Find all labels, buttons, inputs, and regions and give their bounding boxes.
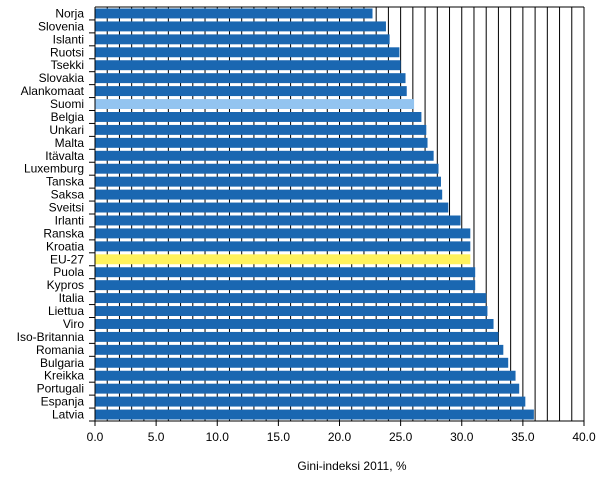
x-tick-labels: 0.0 5.0 10.0 15.0 20.0 25.0 30.0 35.0 40.0: [87, 430, 596, 444]
bar-suomi: [95, 99, 415, 109]
category-label: Itävalta: [45, 149, 84, 163]
bar-slovenia: [95, 21, 386, 32]
category-label: Latvia: [52, 408, 84, 422]
bar-kroatia: [95, 241, 471, 252]
x-tick-label: 35.0: [511, 430, 535, 444]
bar-belgia: [95, 112, 422, 122]
category-label: Sveitsi: [49, 201, 84, 215]
category-label: Saksa: [51, 188, 85, 202]
bar-portugali: [95, 383, 520, 394]
bar-eu-27: [95, 254, 471, 265]
category-label: Kypros: [47, 278, 84, 292]
bar-luxemburg: [95, 163, 439, 174]
x-tick-label: 5.0: [148, 430, 165, 444]
category-label: Puola: [53, 265, 84, 279]
category-label: Kreikka: [44, 369, 84, 383]
category-label: Norja: [55, 6, 84, 20]
axes: [89, 6, 585, 426]
bar-tanska: [95, 176, 441, 187]
bar-alankomaat: [95, 86, 407, 97]
bar-unkari: [95, 124, 427, 135]
bar-latvia: [95, 409, 534, 420]
bar-italia: [95, 293, 487, 304]
x-tick-label: 20.0: [328, 430, 352, 444]
bar-irlanti: [95, 215, 461, 226]
category-labels: NorjaSloveniaIslantiRuotsiTsekkiSlovakia…: [17, 6, 85, 421]
x-axis-title: Gini-indeksi 2011, %: [297, 459, 406, 473]
category-label: Liettua: [48, 304, 84, 318]
category-label: Viro: [63, 317, 84, 331]
bar-kypros: [95, 280, 476, 291]
category-label: Portugali: [37, 382, 84, 396]
bar-islanti: [95, 34, 390, 45]
category-label: Suomi: [50, 97, 84, 111]
bar-malta: [95, 137, 428, 148]
category-label: Belgia: [51, 110, 85, 124]
bar-itävalta: [95, 150, 434, 161]
bar-sveitsi: [95, 202, 449, 213]
bar-slovakia: [95, 73, 406, 84]
category-label: Iso-Britannia: [17, 330, 85, 344]
category-label: Italia: [59, 291, 85, 305]
category-label: Alankomaat: [21, 84, 85, 98]
category-label: EU-27: [50, 252, 84, 266]
category-label: Romania: [36, 343, 84, 357]
bar-ranska: [95, 228, 471, 239]
category-label: Slovakia: [39, 71, 85, 85]
category-label: Bulgaria: [40, 356, 84, 370]
bar-kreikka: [95, 370, 516, 381]
x-tick-label: 15.0: [267, 430, 291, 444]
category-label: Islanti: [53, 32, 84, 46]
category-label: Ranska: [43, 226, 84, 240]
bar-espanja: [95, 396, 526, 407]
bar-viro: [95, 319, 494, 329]
category-label: Luxemburg: [24, 162, 84, 176]
bar-iso-britannia: [95, 331, 499, 342]
category-label: Tsekki: [51, 58, 84, 72]
category-label: Ruotsi: [50, 45, 84, 59]
category-label: Malta: [55, 136, 85, 150]
bar-saksa: [95, 189, 443, 200]
category-label: Irlanti: [55, 213, 84, 227]
bar-puola: [95, 267, 476, 278]
bar-norja: [95, 8, 373, 19]
x-tick-label: 10.0: [206, 430, 230, 444]
category-label: Kroatia: [46, 239, 84, 253]
category-label: Unkari: [49, 123, 84, 137]
bar-ruotsi: [95, 47, 400, 58]
category-label: Tanska: [46, 175, 84, 189]
x-tick-label: 40.0: [572, 430, 596, 444]
bar-romania: [95, 344, 504, 355]
x-tick-label: 0.0: [87, 430, 104, 444]
bars: [95, 8, 534, 420]
bar-liettua: [95, 306, 488, 316]
bar-bulgaria: [95, 357, 509, 368]
category-label: Espanja: [41, 395, 85, 409]
bar-tsekki: [95, 60, 401, 71]
category-label: Slovenia: [38, 19, 84, 33]
x-tick-label: 25.0: [389, 430, 413, 444]
x-tick-label: 30.0: [450, 430, 474, 444]
